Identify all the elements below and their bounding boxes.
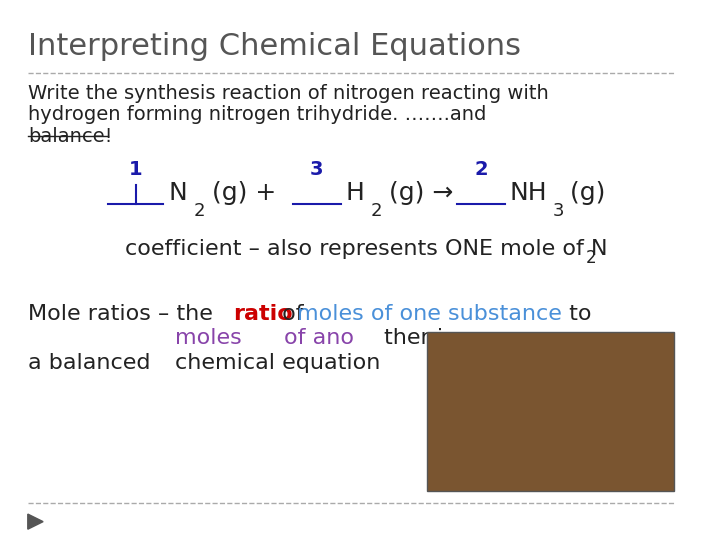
Text: Write the synthesis reaction of nitrogen reacting with: Write the synthesis reaction of nitrogen… [28, 84, 549, 103]
Polygon shape [28, 514, 43, 529]
Text: (g): (g) [562, 181, 605, 205]
Text: 2: 2 [193, 202, 204, 220]
Text: ratio: ratio [233, 304, 293, 324]
Text: Interpreting Chemical Equations: Interpreting Chemical Equations [28, 32, 521, 62]
Text: 3: 3 [552, 202, 564, 220]
Text: 3: 3 [310, 160, 323, 179]
Text: 2: 2 [586, 249, 597, 267]
Text: to: to [562, 304, 591, 324]
Text: a balanced: a balanced [28, 353, 150, 373]
Text: hydrogen forming nitrogen trihydride. …….and: hydrogen forming nitrogen trihydride. ……… [28, 105, 486, 124]
Text: N: N [168, 181, 187, 205]
Text: moles of one substance: moles of one substance [297, 304, 562, 324]
Text: ther in: ther in [384, 328, 458, 348]
Text: H: H [346, 181, 364, 205]
Text: (g) →: (g) → [381, 181, 454, 205]
Text: 1: 1 [129, 160, 143, 179]
Text: moles: moles [175, 328, 242, 348]
FancyBboxPatch shape [428, 332, 674, 491]
Text: coefficient – also represents ONE mole of N: coefficient – also represents ONE mole o… [125, 239, 608, 259]
Text: chemical equation: chemical equation [175, 353, 381, 373]
Text: 2: 2 [371, 202, 382, 220]
Text: 2: 2 [475, 160, 488, 179]
Text: of: of [274, 304, 310, 324]
Text: balance!: balance! [28, 127, 112, 146]
Text: Mole ratios – the: Mole ratios – the [28, 304, 220, 324]
Text: of ano: of ano [284, 328, 354, 348]
Text: (g) +: (g) + [204, 181, 276, 205]
Text: NH: NH [510, 181, 547, 205]
